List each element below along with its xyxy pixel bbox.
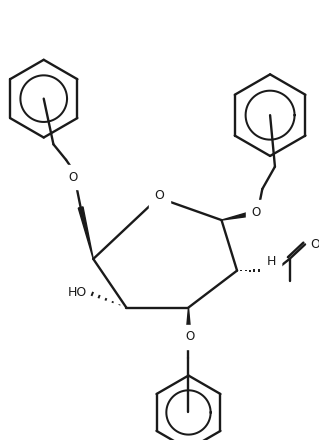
Text: O: O xyxy=(154,189,164,202)
Polygon shape xyxy=(221,211,254,220)
Text: O: O xyxy=(68,171,78,184)
Text: O: O xyxy=(186,330,195,343)
Text: HO: HO xyxy=(68,286,87,299)
Polygon shape xyxy=(78,207,93,259)
Polygon shape xyxy=(186,308,191,335)
Text: O: O xyxy=(310,238,319,251)
Text: N: N xyxy=(266,264,276,277)
Text: O: O xyxy=(252,206,261,219)
Text: H: H xyxy=(266,256,276,268)
